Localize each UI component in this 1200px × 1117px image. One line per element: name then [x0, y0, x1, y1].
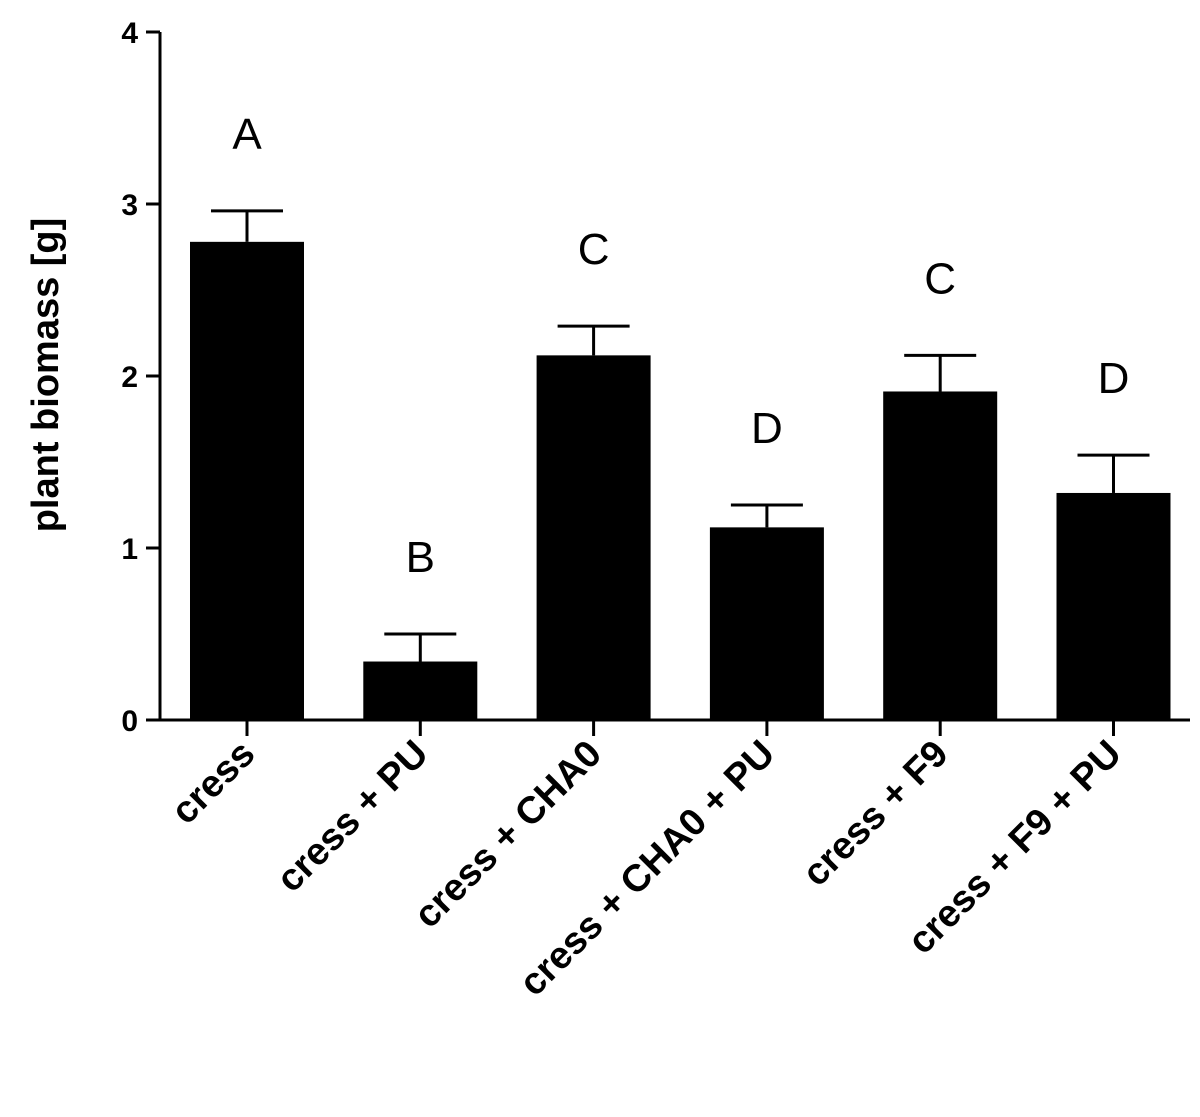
significance-letter: D — [1098, 354, 1130, 403]
x-tick-label: cress — [163, 733, 263, 833]
y-tick-label: 0 — [121, 705, 138, 738]
bar — [709, 527, 824, 720]
y-axis-title: plant biomass [g] — [25, 218, 67, 533]
significance-letter: D — [751, 404, 783, 453]
significance-letter: B — [406, 533, 435, 582]
significance-letter: A — [232, 110, 262, 159]
bar — [190, 241, 304, 720]
y-tick-label: 4 — [121, 17, 138, 50]
bar — [363, 661, 478, 720]
bar — [1056, 492, 1171, 720]
y-tick-label: 3 — [121, 189, 138, 222]
bar — [883, 391, 998, 720]
significance-letter: C — [924, 254, 956, 303]
y-tick-label: 2 — [121, 361, 138, 394]
significance-letter: C — [578, 225, 610, 274]
x-tick-label: cress + F9 — [795, 733, 957, 895]
bar — [536, 355, 651, 720]
x-tick-label: cress + PU — [269, 733, 437, 901]
y-tick-label: 1 — [121, 533, 138, 566]
